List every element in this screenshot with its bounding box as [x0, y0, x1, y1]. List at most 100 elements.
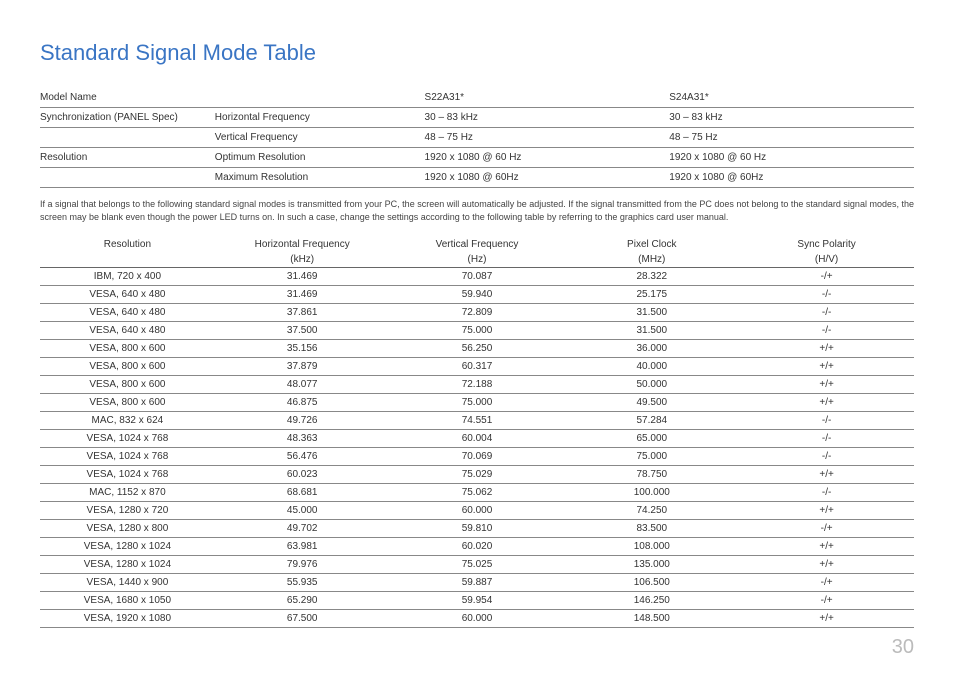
mode-cell: MAC, 832 x 624 — [40, 412, 215, 430]
mode-cell: 49.702 — [215, 520, 390, 538]
mode-cell: -/- — [739, 412, 914, 430]
mode-cell: VESA, 1024 x 768 — [40, 448, 215, 466]
table-row: VESA, 1920 x 108067.50060.000148.500+/+ — [40, 610, 914, 628]
mode-cell: 75.000 — [390, 394, 565, 412]
mode-cell: VESA, 1440 x 900 — [40, 574, 215, 592]
mode-cell: VESA, 800 x 600 — [40, 376, 215, 394]
mode-cell: 75.000 — [564, 448, 739, 466]
spec-v2: 30 – 83 kHz — [669, 108, 914, 128]
mode-cell: 106.500 — [564, 574, 739, 592]
mode-cell: +/+ — [739, 538, 914, 556]
mode-col-l2: (H/V) — [739, 252, 914, 268]
mode-table: ResolutionHorizontal FrequencyVertical F… — [40, 237, 914, 628]
mode-cell: 46.875 — [215, 394, 390, 412]
mode-cell: MAC, 1152 x 870 — [40, 484, 215, 502]
mode-cell: VESA, 1024 x 768 — [40, 430, 215, 448]
mode-cell: VESA, 1024 x 768 — [40, 466, 215, 484]
mode-cell: -/- — [739, 286, 914, 304]
mode-cell: -/- — [739, 430, 914, 448]
mode-cell: 55.935 — [215, 574, 390, 592]
mode-cell: VESA, 1920 x 1080 — [40, 610, 215, 628]
mode-col-l2: (Hz) — [390, 252, 565, 268]
spec-cat: Synchronization (PANEL Spec) — [40, 108, 215, 128]
mode-col-l2 — [40, 252, 215, 268]
mode-cell: 48.077 — [215, 376, 390, 394]
table-row: VESA, 1440 x 90055.93559.887106.500-/+ — [40, 574, 914, 592]
table-row: VESA, 800 x 60046.87575.00049.500+/+ — [40, 394, 914, 412]
spec-header-blank — [215, 88, 425, 108]
mode-cell: +/+ — [739, 358, 914, 376]
note-text: If a signal that belongs to the followin… — [40, 198, 914, 223]
mode-cell: -/- — [739, 484, 914, 502]
spec-label: Vertical Frequency — [215, 128, 425, 148]
spec-cat: Resolution — [40, 148, 215, 168]
mode-cell: VESA, 1280 x 800 — [40, 520, 215, 538]
mode-cell: IBM, 720 x 400 — [40, 268, 215, 286]
mode-col-l1: Resolution — [40, 237, 215, 252]
spec-header-modelname: Model Name — [40, 88, 215, 108]
mode-cell: -/+ — [739, 520, 914, 538]
table-row: VESA, 1280 x 80049.70259.81083.500-/+ — [40, 520, 914, 538]
mode-cell: 31.500 — [564, 304, 739, 322]
mode-cell: 68.681 — [215, 484, 390, 502]
mode-cell: +/+ — [739, 466, 914, 484]
spec-v2: 48 – 75 Hz — [669, 128, 914, 148]
page-number: 30 — [892, 636, 914, 659]
mode-cell: 75.000 — [390, 322, 565, 340]
spec-cat — [40, 168, 215, 188]
mode-col-l2: (kHz) — [215, 252, 390, 268]
table-row: VESA, 1024 x 76848.36360.00465.000-/- — [40, 430, 914, 448]
mode-cell: 28.322 — [564, 268, 739, 286]
mode-cell: +/+ — [739, 340, 914, 358]
table-row: VESA, 640 x 48037.86172.80931.500-/- — [40, 304, 914, 322]
mode-cell: 49.500 — [564, 394, 739, 412]
mode-cell: +/+ — [739, 502, 914, 520]
mode-cell: VESA, 640 x 480 — [40, 322, 215, 340]
table-row: MAC, 1152 x 87068.68175.062100.000-/- — [40, 484, 914, 502]
mode-cell: 59.810 — [390, 520, 565, 538]
mode-cell: 31.469 — [215, 268, 390, 286]
mode-cell: 60.000 — [390, 502, 565, 520]
mode-cell: 50.000 — [564, 376, 739, 394]
mode-cell: VESA, 1680 x 1050 — [40, 592, 215, 610]
mode-cell: 72.809 — [390, 304, 565, 322]
mode-cell: 63.981 — [215, 538, 390, 556]
mode-cell: +/+ — [739, 610, 914, 628]
mode-col-l2: (MHz) — [564, 252, 739, 268]
table-row: IBM, 720 x 40031.46970.08728.322-/+ — [40, 268, 914, 286]
table-row: VESA, 800 x 60048.07772.18850.000+/+ — [40, 376, 914, 394]
mode-cell: VESA, 800 x 600 — [40, 340, 215, 358]
table-row: MAC, 832 x 62449.72674.55157.284-/- — [40, 412, 914, 430]
mode-cell: 75.062 — [390, 484, 565, 502]
mode-col-l1: Vertical Frequency — [390, 237, 565, 252]
mode-cell: 31.469 — [215, 286, 390, 304]
spec-label: Horizontal Frequency — [215, 108, 425, 128]
table-row: VESA, 1024 x 76856.47670.06975.000-/- — [40, 448, 914, 466]
spec-v2: 1920 x 1080 @ 60Hz — [669, 168, 914, 188]
mode-cell: 60.000 — [390, 610, 565, 628]
mode-cell: 100.000 — [564, 484, 739, 502]
table-row: VESA, 1280 x 102479.97675.025135.000+/+ — [40, 556, 914, 574]
page-title: Standard Signal Mode Table — [40, 40, 914, 66]
mode-cell: 70.087 — [390, 268, 565, 286]
mode-cell: 31.500 — [564, 322, 739, 340]
table-row: VESA, 640 x 48037.50075.00031.500-/- — [40, 322, 914, 340]
mode-cell: 60.317 — [390, 358, 565, 376]
mode-cell: -/- — [739, 322, 914, 340]
mode-cell: 75.029 — [390, 466, 565, 484]
mode-cell: 57.284 — [564, 412, 739, 430]
spec-header-m2: S24A31* — [669, 88, 914, 108]
mode-cell: 148.500 — [564, 610, 739, 628]
mode-cell: 36.000 — [564, 340, 739, 358]
mode-cell: 65.000 — [564, 430, 739, 448]
mode-cell: 49.726 — [215, 412, 390, 430]
table-row: VESA, 1024 x 76860.02375.02978.750+/+ — [40, 466, 914, 484]
mode-cell: 60.023 — [215, 466, 390, 484]
mode-cell: 83.500 — [564, 520, 739, 538]
mode-cell: 135.000 — [564, 556, 739, 574]
mode-cell: +/+ — [739, 556, 914, 574]
mode-cell: 74.250 — [564, 502, 739, 520]
mode-col-l1: Pixel Clock — [564, 237, 739, 252]
mode-cell: VESA, 1280 x 1024 — [40, 556, 215, 574]
mode-cell: 37.879 — [215, 358, 390, 376]
